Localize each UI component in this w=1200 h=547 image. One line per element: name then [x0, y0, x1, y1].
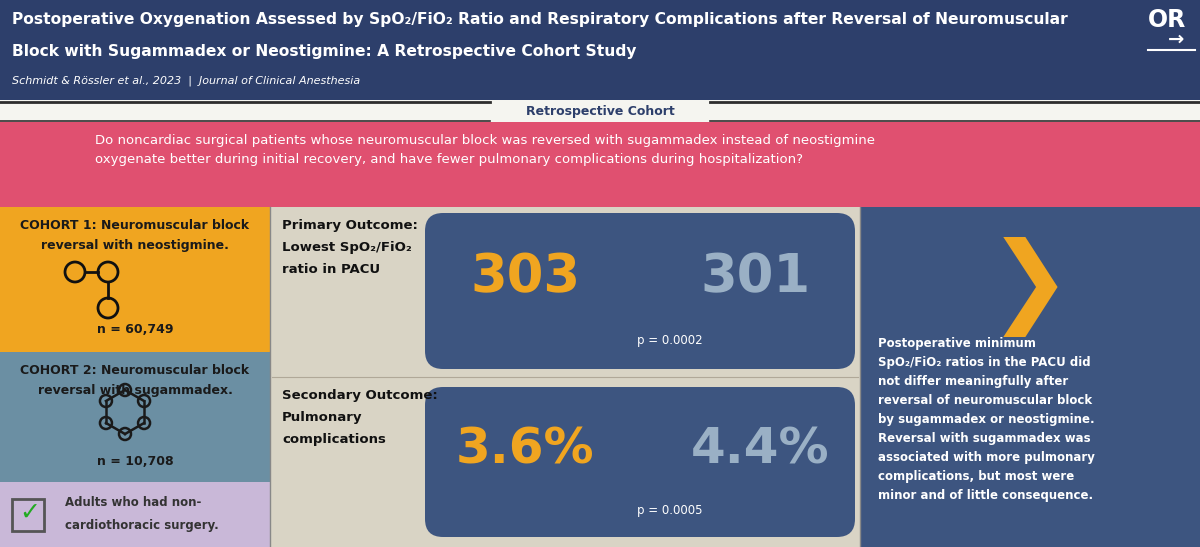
- Text: →: →: [1168, 30, 1184, 49]
- Bar: [12, 498, 44, 531]
- Text: cardiothoracic surgery.: cardiothoracic surgery.: [65, 520, 218, 532]
- Bar: [0, 0, 1200, 100]
- Bar: [860, 207, 1200, 547]
- Text: 303: 303: [470, 251, 580, 303]
- Text: OR: OR: [1148, 8, 1187, 32]
- Text: p = 0.0002: p = 0.0002: [637, 334, 703, 347]
- Text: reversal with neostigmine.: reversal with neostigmine.: [41, 239, 229, 252]
- Text: 3.6%: 3.6%: [456, 426, 594, 474]
- Bar: [270, 207, 860, 547]
- Text: 4.4%: 4.4%: [691, 426, 829, 474]
- Text: Block with Sugammadex or Neostigmine: A Retrospective Cohort Study: Block with Sugammadex or Neostigmine: A …: [12, 44, 636, 59]
- Text: Lowest SpO₂/FiO₂: Lowest SpO₂/FiO₂: [282, 241, 412, 254]
- Bar: [0, 207, 270, 352]
- Text: Pulmonary: Pulmonary: [282, 411, 362, 424]
- Text: 301: 301: [700, 251, 810, 303]
- Text: Do noncardiac surgical patients whose neuromuscular block was reversed with suga: Do noncardiac surgical patients whose ne…: [95, 134, 875, 166]
- Text: Schmidt & Rössler et al., 2023  |  Journal of Clinical Anesthesia: Schmidt & Rössler et al., 2023 | Journal…: [12, 76, 360, 86]
- Text: reversal with sugammadex.: reversal with sugammadex.: [37, 384, 233, 397]
- Text: Postoperative minimum
SpO₂/FiO₂ ratios in the PACU did
not differ meaningfully a: Postoperative minimum SpO₂/FiO₂ ratios i…: [878, 337, 1094, 502]
- FancyBboxPatch shape: [425, 213, 854, 369]
- Text: COHORT 2: Neuromuscular block: COHORT 2: Neuromuscular block: [20, 364, 250, 377]
- Bar: [0, 352, 270, 482]
- Text: COHORT 1: Neuromuscular block: COHORT 1: Neuromuscular block: [20, 219, 250, 232]
- Text: ✓: ✓: [19, 501, 41, 525]
- Text: n = 60,749: n = 60,749: [97, 323, 173, 336]
- Text: n = 10,708: n = 10,708: [97, 455, 173, 468]
- Text: p = 0.0005: p = 0.0005: [637, 504, 703, 517]
- Text: ratio in PACU: ratio in PACU: [282, 263, 380, 276]
- Text: Secondary Outcome:: Secondary Outcome:: [282, 389, 438, 402]
- Text: complications: complications: [282, 433, 386, 446]
- FancyBboxPatch shape: [425, 387, 854, 537]
- Bar: [0, 122, 1200, 207]
- Text: Postoperative Oxygenation Assessed by SpO₂/FiO₂ Ratio and Respiratory Complicati: Postoperative Oxygenation Assessed by Sp…: [12, 12, 1068, 27]
- Text: ❯: ❯: [988, 237, 1072, 337]
- Bar: [0, 482, 270, 547]
- Text: Primary Outcome:: Primary Outcome:: [282, 219, 418, 232]
- Bar: [0, 100, 1200, 122]
- Text: Adults who had non-: Adults who had non-: [65, 497, 202, 509]
- Text: Retrospective Cohort: Retrospective Cohort: [526, 104, 674, 118]
